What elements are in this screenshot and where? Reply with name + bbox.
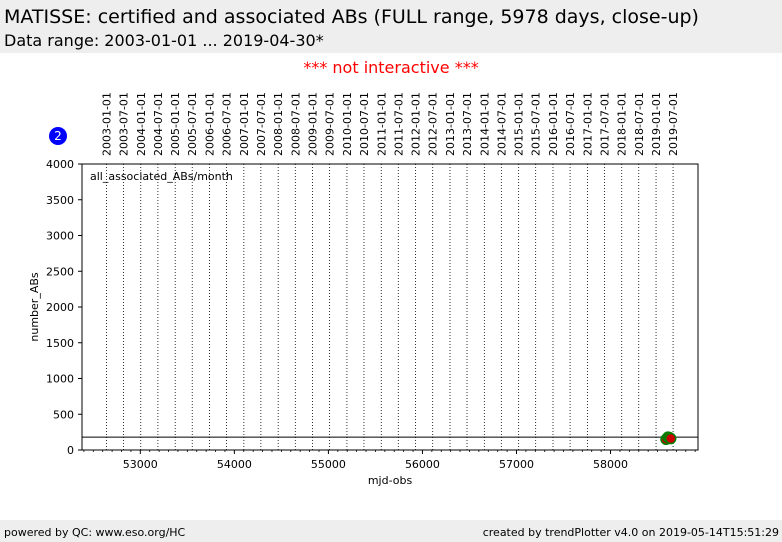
y-tick-label: 2500 bbox=[46, 265, 74, 278]
date-label: 2017-01-01 bbox=[581, 92, 594, 156]
date-label: 2004-07-01 bbox=[152, 92, 165, 156]
trend-chart: 2003-01-01 2003-07-01 2004-01-01 2004-07-01… bbox=[28, 92, 699, 487]
y-tick-label: 2000 bbox=[46, 301, 74, 314]
footer-powered-by: powered by QC: www.eso.org/HC bbox=[4, 526, 186, 539]
date-label: 2017-07-01 bbox=[598, 92, 611, 156]
date-label: 2007-01-01 bbox=[238, 92, 251, 156]
date-label: 2015-07-01 bbox=[530, 92, 543, 156]
date-label: 2010-01-01 bbox=[341, 92, 354, 156]
date-label: 2004-01-01 bbox=[135, 92, 148, 156]
date-label: 2019-07-01 bbox=[667, 92, 680, 156]
date-label: 2019-01-01 bbox=[650, 92, 663, 156]
plot-number-badge bbox=[49, 127, 67, 145]
footer-created-by: created by trendPlotter v4.0 on 2019-05-… bbox=[482, 526, 779, 539]
footer-bar: powered by QC: www.eso.org/HC created by… bbox=[0, 520, 782, 542]
date-label: 2011-07-01 bbox=[392, 92, 405, 156]
date-label: 2016-01-01 bbox=[547, 92, 560, 156]
date-label: 2018-07-01 bbox=[633, 92, 646, 156]
page-title: MATISSE: certified and associated ABs (F… bbox=[4, 6, 699, 28]
date-label: 2006-01-01 bbox=[204, 92, 217, 156]
date-label: 2010-07-01 bbox=[358, 92, 371, 156]
date-label: 2014-01-01 bbox=[478, 92, 491, 156]
x-tick-label: 55000 bbox=[311, 458, 346, 471]
x-tick-label: 57000 bbox=[499, 458, 534, 471]
date-label: 2013-07-01 bbox=[461, 92, 474, 156]
x-axis-label: mjd-obs bbox=[368, 474, 413, 487]
date-label: 2008-01-01 bbox=[272, 92, 285, 156]
x-tick-label: 53000 bbox=[123, 458, 158, 471]
header-bar: MATISSE: certified and associated ABs (F… bbox=[0, 0, 782, 53]
x-tick-label: 54000 bbox=[217, 458, 252, 471]
date-label: 2006-07-01 bbox=[221, 92, 234, 156]
data-point bbox=[664, 432, 677, 445]
date-label: 2008-07-01 bbox=[289, 92, 302, 156]
x-tick-label: 58000 bbox=[593, 458, 628, 471]
date-label: 2016-07-01 bbox=[564, 92, 577, 156]
y-axis-label: number_ABs bbox=[28, 272, 41, 342]
date-label: 2018-01-01 bbox=[616, 92, 629, 156]
date-label: 2014-07-01 bbox=[495, 92, 508, 156]
y-tick-label: 0 bbox=[67, 444, 74, 457]
date-label: 2013-01-01 bbox=[444, 92, 457, 156]
date-label: 2003-01-01 bbox=[100, 92, 113, 156]
data-range-subtitle: Data range: 2003-01-01 ... 2019-04-30* bbox=[4, 31, 324, 50]
y-tick-label: 1500 bbox=[46, 337, 74, 350]
y-tick-label: 500 bbox=[53, 408, 74, 421]
date-label: 2015-01-01 bbox=[513, 92, 526, 156]
date-label: 2007-07-01 bbox=[255, 92, 268, 156]
plot-frame bbox=[81, 163, 699, 451]
date-label: 2012-07-01 bbox=[427, 92, 440, 156]
date-label: 2005-01-01 bbox=[169, 92, 182, 156]
plot-number-badge-label: 2 bbox=[54, 129, 62, 143]
x-tick-label: 56000 bbox=[405, 458, 440, 471]
not-interactive-notice: *** not interactive *** bbox=[303, 58, 479, 77]
y-tick-label: 3000 bbox=[46, 230, 74, 243]
date-label: 2009-01-01 bbox=[307, 92, 320, 156]
date-label: 2012-01-01 bbox=[410, 92, 423, 156]
series-annotation: all_associated_ABs/month bbox=[90, 170, 233, 183]
date-label: 2011-01-01 bbox=[375, 92, 388, 156]
date-label: 2005-07-01 bbox=[186, 92, 199, 156]
y-tick-label: 4000 bbox=[46, 158, 74, 171]
y-tick-label: 1000 bbox=[46, 373, 74, 386]
y-tick-label: 3500 bbox=[46, 194, 74, 207]
date-label: 2003-07-01 bbox=[117, 92, 130, 156]
date-label: 2009-07-01 bbox=[324, 92, 337, 156]
